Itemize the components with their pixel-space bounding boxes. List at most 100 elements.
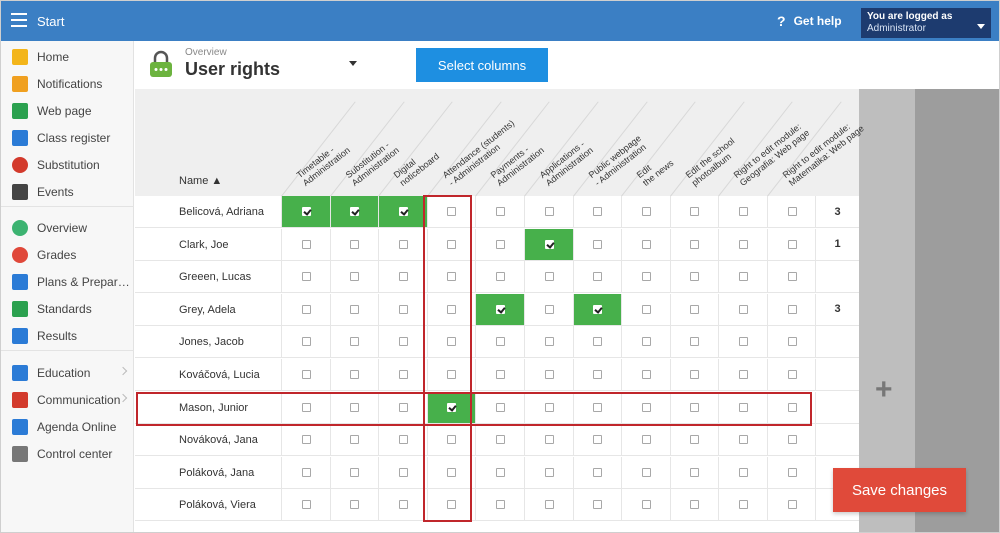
checkbox[interactable] — [738, 304, 748, 314]
checkbox[interactable] — [301, 370, 311, 379]
sidebar-item-grades[interactable]: Grades — [1, 242, 134, 268]
checkbox[interactable] — [447, 370, 457, 379]
save-changes-button[interactable]: Save changes — [833, 468, 966, 512]
checkbox[interactable] — [544, 304, 554, 314]
permission-cell[interactable] — [426, 489, 476, 521]
checkbox[interactable] — [787, 239, 797, 249]
checkbox[interactable] — [738, 435, 748, 445]
permission-cell[interactable] — [329, 489, 379, 521]
permission-cell[interactable] — [475, 228, 524, 260]
permission-cell[interactable] — [767, 489, 816, 521]
column-header-label[interactable]: Right to edit module: Matematika: Web pa… — [780, 121, 866, 188]
permission-cell[interactable] — [475, 293, 525, 325]
permission-cell[interactable] — [426, 261, 476, 293]
permission-cell[interactable] — [426, 424, 476, 456]
permission-cell[interactable] — [475, 359, 524, 390]
sidebar-item-education[interactable]: Education — [1, 360, 134, 386]
permission-cell[interactable] — [329, 196, 379, 227]
checkbox[interactable] — [398, 370, 408, 379]
permission-cell[interactable] — [669, 456, 719, 488]
checkbox[interactable] — [593, 402, 603, 412]
permission-cell[interactable] — [669, 326, 719, 358]
checkbox[interactable] — [495, 239, 505, 249]
permission-cell[interactable] — [524, 424, 573, 456]
permission-cell[interactable] — [378, 293, 427, 325]
permission-cell[interactable] — [378, 391, 427, 423]
permission-cell[interactable] — [718, 228, 767, 260]
permission-cell[interactable] — [281, 359, 330, 390]
permission-cell[interactable] — [475, 489, 524, 521]
checkbox-checked[interactable] — [593, 304, 603, 314]
permission-cell[interactable] — [281, 293, 330, 325]
checkbox[interactable] — [593, 207, 603, 216]
sidebar-item-overview[interactable]: Overview — [1, 215, 134, 241]
checkbox[interactable] — [301, 435, 311, 445]
name-column-header[interactable]: Name ▲ — [179, 175, 223, 187]
permission-cell[interactable] — [524, 456, 573, 488]
checkbox[interactable] — [641, 500, 651, 510]
permission-cell[interactable] — [426, 228, 476, 260]
checkbox[interactable] — [690, 239, 700, 249]
permission-cell[interactable] — [426, 326, 476, 358]
permission-cell[interactable] — [475, 424, 524, 456]
checkbox[interactable] — [544, 500, 554, 510]
checkbox[interactable] — [738, 239, 748, 249]
permission-cell[interactable] — [572, 261, 622, 293]
checkbox[interactable] — [495, 337, 505, 347]
permission-cell[interactable] — [621, 391, 670, 423]
permission-cell[interactable] — [718, 196, 767, 227]
checkbox[interactable] — [301, 337, 311, 347]
permission-cell[interactable] — [767, 261, 816, 293]
checkbox[interactable] — [690, 304, 700, 314]
checkbox[interactable] — [690, 370, 700, 379]
permission-cell[interactable] — [329, 293, 379, 325]
permission-cell[interactable] — [475, 456, 524, 488]
checkbox[interactable] — [495, 402, 505, 412]
checkbox[interactable] — [787, 467, 797, 477]
checkbox[interactable] — [593, 467, 603, 477]
permission-cell[interactable] — [718, 489, 767, 521]
checkbox[interactable] — [787, 435, 797, 445]
checkbox[interactable] — [350, 337, 360, 347]
permission-cell[interactable] — [524, 391, 573, 423]
permission-cell[interactable] — [767, 391, 816, 423]
permission-cell[interactable] — [718, 424, 767, 456]
permission-cell[interactable] — [669, 196, 719, 227]
checkbox[interactable] — [690, 207, 700, 216]
checkbox-checked[interactable] — [544, 239, 554, 249]
permission-cell[interactable] — [669, 228, 719, 260]
permission-cell[interactable] — [621, 359, 670, 390]
checkbox[interactable] — [641, 435, 651, 445]
checkbox[interactable] — [690, 467, 700, 477]
checkbox[interactable] — [690, 435, 700, 445]
sidebar-item-events[interactable]: Events — [1, 179, 134, 205]
checkbox[interactable] — [593, 337, 603, 347]
permission-cell[interactable] — [572, 293, 622, 325]
checkbox[interactable] — [398, 500, 408, 510]
checkbox[interactable] — [738, 207, 748, 216]
help-link[interactable]: ? Get help — [777, 13, 842, 29]
checkbox[interactable] — [787, 304, 797, 314]
checkbox[interactable] — [787, 500, 797, 510]
permission-cell[interactable] — [329, 456, 379, 488]
checkbox[interactable] — [690, 402, 700, 412]
permission-cell[interactable] — [378, 196, 428, 227]
checkbox[interactable] — [495, 435, 505, 445]
checkbox[interactable] — [350, 370, 360, 379]
checkbox[interactable] — [593, 500, 603, 510]
checkbox[interactable] — [593, 370, 603, 379]
permission-cell[interactable] — [767, 359, 816, 390]
checkbox-checked[interactable] — [495, 304, 505, 314]
sidebar-item-control-center[interactable]: Control center — [1, 441, 134, 467]
checkbox[interactable] — [641, 272, 651, 282]
checkbox[interactable] — [495, 272, 505, 282]
sidebar-item-agenda-online[interactable]: Agenda Online — [1, 414, 134, 440]
checkbox[interactable] — [787, 402, 797, 412]
permission-cell[interactable] — [329, 424, 379, 456]
permission-cell[interactable] — [378, 261, 427, 293]
checkbox[interactable] — [641, 370, 651, 379]
checkbox[interactable] — [738, 337, 748, 347]
checkbox-checked[interactable] — [398, 207, 408, 216]
add-column-icon[interactable]: + — [875, 373, 893, 406]
permission-cell[interactable] — [475, 326, 524, 358]
